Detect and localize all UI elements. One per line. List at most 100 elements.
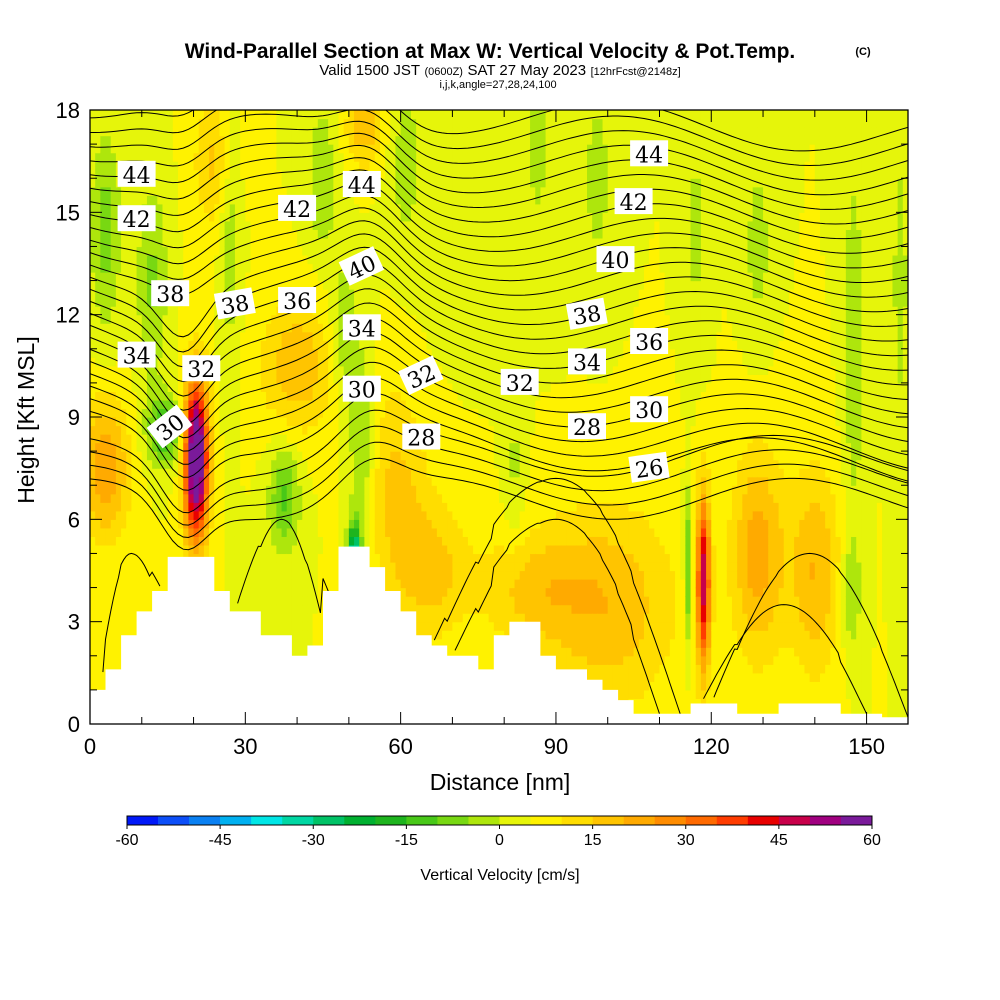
velocity-cell: [245, 442, 252, 452]
velocity-cell: [338, 451, 345, 461]
velocity-cell: [250, 229, 257, 239]
velocity-cell: [90, 638, 96, 648]
velocity-cell: [260, 135, 267, 145]
velocity-cell: [146, 272, 153, 282]
velocity-cell: [281, 340, 288, 350]
velocity-cell: [157, 135, 164, 145]
velocity-cell: [229, 237, 236, 248]
velocity-cell: [379, 118, 386, 128]
velocity-cell: [250, 246, 257, 256]
velocity-cell: [338, 135, 345, 145]
velocity-cell: [100, 229, 107, 239]
velocity-cell: [390, 527, 397, 537]
velocity-cell: [291, 348, 298, 358]
velocity-cell: [219, 476, 226, 486]
velocity-cell: [379, 544, 386, 555]
velocity-cell: [338, 382, 345, 393]
velocity-cell: [131, 485, 138, 495]
velocity-cell: [359, 306, 365, 316]
velocity-cell: [286, 186, 293, 196]
velocity-cell: [260, 468, 267, 478]
velocity-cell: [188, 152, 195, 162]
velocity-cell: [209, 408, 215, 418]
velocity-cell: [105, 203, 112, 213]
velocity-cell: [328, 246, 334, 256]
velocity-cell: [385, 544, 391, 555]
velocity-cell: [167, 195, 174, 205]
velocity-cell: [162, 579, 169, 589]
velocity-cell: [245, 451, 252, 461]
velocity-cell: [100, 135, 107, 145]
velocity-cell: [416, 323, 422, 333]
velocity-cell: [416, 118, 422, 128]
velocity-cell: [333, 348, 340, 358]
velocity-cell: [328, 570, 334, 580]
velocity-cell: [250, 451, 257, 461]
velocity-cell: [131, 408, 138, 418]
velocity-cell: [115, 254, 122, 265]
velocity-cell: [369, 544, 376, 555]
velocity-cell: [266, 297, 272, 307]
velocity-cell: [126, 493, 133, 503]
velocity-cell: [105, 485, 112, 495]
velocity-cell: [354, 220, 360, 230]
velocity-cell: [198, 203, 205, 213]
velocity-cell: [167, 331, 174, 341]
velocity-cell: [266, 186, 272, 196]
velocity-cell: [359, 476, 365, 486]
velocity-cell: [317, 570, 324, 580]
velocity-cell: [291, 638, 298, 648]
velocity-cell: [95, 178, 101, 188]
velocity-cell: [302, 280, 309, 290]
velocity-cell: [390, 579, 397, 589]
velocity-cell: [172, 357, 179, 367]
velocity-cell: [276, 613, 283, 623]
velocity-cell: [328, 544, 334, 555]
velocity-cell: [436, 604, 443, 614]
velocity-cell: [115, 314, 122, 324]
velocity-cell: [291, 630, 298, 640]
velocity-cell: [250, 212, 257, 222]
velocity-cell: [359, 365, 365, 375]
velocity-cell: [105, 553, 112, 563]
velocity-cell: [100, 604, 107, 614]
velocity-cell: [157, 561, 164, 572]
velocity-cell: [322, 263, 329, 273]
velocity-cell: [421, 621, 428, 631]
velocity-cell: [374, 340, 381, 350]
velocity-cell: [312, 348, 319, 358]
velocity-cell: [271, 434, 277, 444]
velocity-cell: [343, 229, 350, 239]
velocity-cell: [95, 468, 101, 478]
velocity-cell: [276, 399, 283, 410]
velocity-cell: [416, 596, 422, 606]
velocity-cell: [110, 596, 117, 606]
velocity-cell: [405, 169, 412, 179]
velocity-cell: [203, 110, 210, 120]
velocity-cell: [354, 135, 360, 145]
velocity-cell: [178, 365, 184, 375]
velocity-cell: [115, 476, 122, 486]
velocity-cell: [209, 399, 215, 410]
velocity-cell: [379, 161, 386, 171]
velocity-cell: [436, 493, 443, 503]
velocity-cell: [286, 331, 293, 341]
velocity-cell: [126, 365, 133, 375]
velocity-cell: [219, 254, 226, 265]
velocity-cell: [162, 391, 169, 401]
velocity-cell: [317, 186, 324, 196]
velocity-cell: [188, 391, 195, 401]
velocity-cell: [312, 144, 319, 154]
velocity-cell: [110, 553, 117, 563]
velocity-cell: [224, 340, 231, 350]
velocity-cell: [224, 399, 231, 410]
velocity-cell: [193, 246, 200, 256]
velocity-cell: [90, 425, 96, 435]
velocity-cell: [126, 127, 133, 137]
velocity-cell: [250, 408, 257, 418]
velocity-cell: [297, 579, 303, 589]
velocity-cell: [281, 425, 288, 435]
velocity-cell: [374, 118, 381, 128]
velocity-cell: [146, 382, 153, 393]
velocity-cell: [431, 195, 438, 205]
